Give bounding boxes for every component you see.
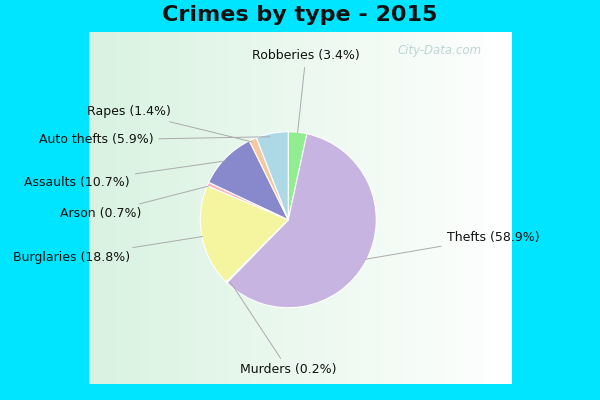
Text: Rapes (1.4%): Rapes (1.4%) (87, 105, 251, 142)
Wedge shape (209, 141, 288, 220)
Text: Assaults (10.7%): Assaults (10.7%) (24, 161, 225, 189)
Wedge shape (226, 220, 288, 283)
Wedge shape (256, 132, 288, 220)
Wedge shape (288, 132, 307, 220)
Text: City-Data.com: City-Data.com (398, 44, 482, 57)
Wedge shape (200, 186, 288, 282)
Title: Crimes by type - 2015: Crimes by type - 2015 (163, 5, 437, 25)
Wedge shape (227, 134, 376, 308)
Wedge shape (207, 182, 288, 220)
Text: Auto thefts (5.9%): Auto thefts (5.9%) (39, 134, 270, 146)
Text: Arson (0.7%): Arson (0.7%) (60, 186, 208, 220)
Text: Murders (0.2%): Murders (0.2%) (230, 282, 337, 376)
Text: Thefts (58.9%): Thefts (58.9%) (365, 231, 539, 259)
Text: Burglaries (18.8%): Burglaries (18.8%) (13, 236, 203, 264)
Text: Robberies (3.4%): Robberies (3.4%) (252, 49, 360, 133)
Wedge shape (250, 138, 288, 220)
